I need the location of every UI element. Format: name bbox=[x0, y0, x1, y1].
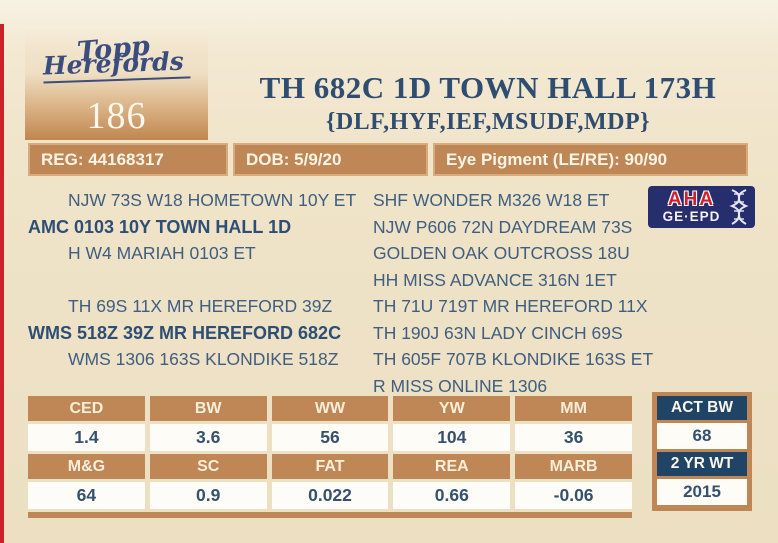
epd-header-yw: YW bbox=[393, 396, 511, 421]
epd-value-bw: 3.6 bbox=[149, 424, 267, 451]
epd-header-mg: M&G bbox=[28, 454, 145, 479]
sire-name: AMC 0103 10Y TOWN HALL 1D bbox=[28, 216, 292, 237]
epd-value-rea: 0.66 bbox=[393, 482, 511, 509]
ancestor-line: HH MISS ADVANCE 316N 1ET bbox=[373, 269, 617, 290]
animal-header: TH 682C 1D TOWN HALL 173H {DLF,HYF,IEF,M… bbox=[208, 70, 768, 136]
epd-table: CED BW WW YW MM 1.4 3.6 56 104 36 M&G SC… bbox=[28, 396, 632, 518]
animal-name: TH 682C 1D TOWN HALL 173H bbox=[259, 70, 717, 105]
lot-box: Topp Herefords 186 bbox=[25, 28, 208, 140]
epd-value-mm: 36 bbox=[515, 424, 632, 451]
epd-value-yw: 104 bbox=[393, 424, 511, 451]
ancestor-line: R MISS ONLINE 1306 bbox=[373, 375, 548, 396]
ancestor-line: TH 71U 719T MR HEREFORD 11X bbox=[373, 296, 648, 316]
sire-granddam: H W4 MARIAH 0103 ET bbox=[68, 243, 256, 263]
weight-table: ACT BW 68 2 YR WT 2015 bbox=[652, 392, 752, 511]
epd-header-marb: MARB bbox=[515, 454, 632, 479]
ge-epd-label: GE·EPD bbox=[662, 209, 721, 225]
dam-grandsire: TH 69S 11X MR HEREFORD 39Z bbox=[68, 296, 333, 316]
epd-value-ced: 1.4 bbox=[28, 424, 145, 451]
brand-line2: Herefords bbox=[43, 47, 191, 84]
dam-granddam: WMS 1306 163S KLONDIKE 518Z bbox=[68, 349, 339, 369]
ancestor-line: NJW P606 72N DAYDREAM 73S bbox=[373, 216, 633, 237]
epd-header-ced: CED bbox=[28, 396, 145, 421]
sire-grandsire: NJW 73S W18 HOMETOWN 10Y ET bbox=[68, 190, 357, 210]
ancestor-line: GOLDEN OAK OUTCROSS 18U bbox=[373, 243, 630, 263]
ancestor-line: SHF WONDER M326 W18 ET bbox=[373, 190, 610, 210]
pedigree-gap bbox=[28, 267, 356, 294]
epd-value-fat: 0.022 bbox=[271, 482, 389, 509]
date-of-birth: DOB: 5/9/20 bbox=[233, 143, 428, 176]
2yr-wt-header: 2 YR WT bbox=[657, 452, 747, 476]
lot-number: 186 bbox=[86, 95, 147, 137]
aha-ge-epd-badge: AHA GE·EPD bbox=[648, 186, 755, 228]
act-bw-header: ACT BW bbox=[657, 396, 747, 420]
ancestor-line: TH 190J 63N LADY CINCH 69S bbox=[373, 322, 623, 343]
registration-number: REG: 44168317 bbox=[28, 143, 228, 176]
epd-value-marb: -0.06 bbox=[515, 482, 632, 509]
epd-header-ww: WW bbox=[271, 396, 389, 421]
aha-label: AHA bbox=[667, 189, 716, 211]
epd-value-sc: 0.9 bbox=[149, 482, 267, 509]
pedigree-left-column: NJW 73S W18 HOMETOWN 10Y ET AMC 0103 10Y… bbox=[28, 187, 356, 373]
topp-herefords-logo: Topp Herefords bbox=[43, 31, 191, 84]
epd-header-bw: BW bbox=[149, 396, 267, 421]
epd-header-rea: REA bbox=[393, 454, 511, 479]
dna-helix-icon bbox=[729, 189, 749, 225]
dam-name: WMS 518Z 39Z MR HEREFORD 682C bbox=[28, 322, 342, 343]
pedigree-right-column: SHF WONDER M326 W18 ET NJW P606 72N DAYD… bbox=[373, 187, 653, 399]
2yr-wt-value: 2015 bbox=[657, 479, 747, 505]
table-bottom-border bbox=[28, 512, 632, 518]
epd-value-mg: 64 bbox=[28, 482, 145, 509]
epd-header-sc: SC bbox=[149, 454, 267, 479]
aha-badge-text: AHA GE·EPD bbox=[656, 190, 727, 224]
act-bw-value: 68 bbox=[657, 423, 747, 449]
eye-pigment: Eye Pigment (LE/RE): 90/90 bbox=[433, 143, 748, 176]
page-edge-marker bbox=[0, 24, 4, 543]
genetic-codes: {DLF,HYF,IEF,MSUDF,MDP} bbox=[325, 109, 651, 135]
epd-grid: CED BW WW YW MM 1.4 3.6 56 104 36 M&G SC… bbox=[28, 396, 632, 509]
epd-header-fat: FAT bbox=[271, 454, 389, 479]
epd-value-ww: 56 bbox=[271, 424, 389, 451]
ancestor-line: TH 605F 707B KLONDIKE 163S ET bbox=[373, 349, 654, 369]
info-bar: REG: 44168317 DOB: 5/9/20 Eye Pigment (L… bbox=[28, 143, 748, 176]
epd-header-mm: MM bbox=[515, 396, 632, 421]
